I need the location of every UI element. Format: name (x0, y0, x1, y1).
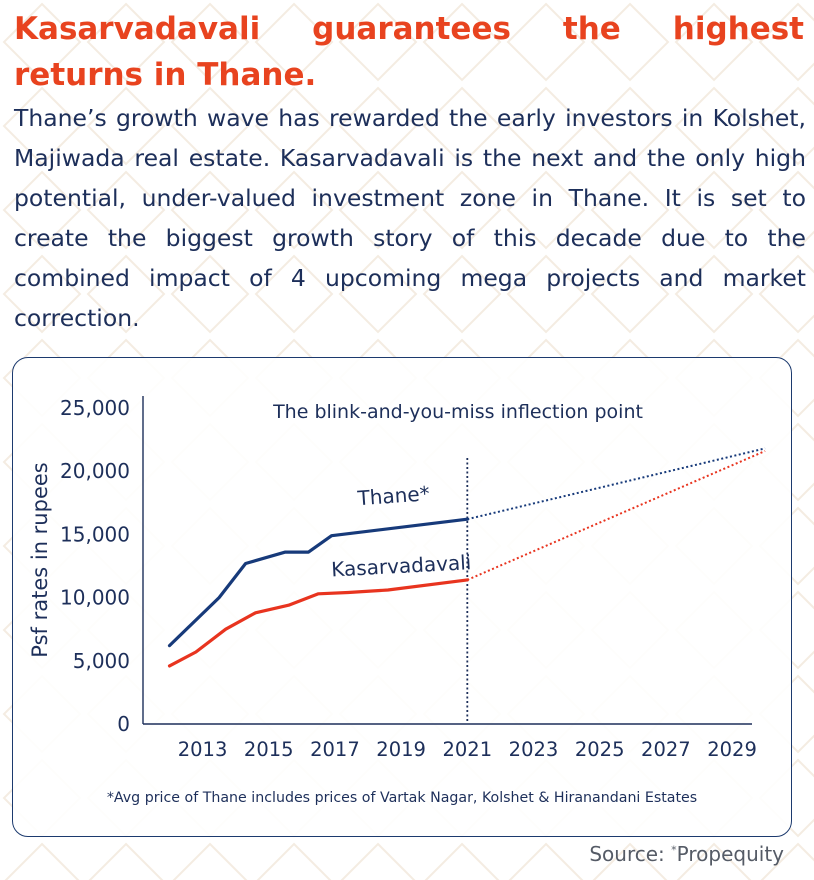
series-label: Thane* (356, 481, 431, 510)
y-tick-label: 10,000 (60, 586, 130, 610)
y-tick-label: 5,000 (73, 649, 130, 673)
source-mark: * (671, 843, 677, 857)
series-line-projection (467, 447, 766, 521)
source-label: Source: (589, 842, 672, 866)
series-line-actual (167, 578, 469, 668)
x-tick-label: 2021 (442, 738, 492, 761)
chart-footnote: *Avg price of Thane includes prices of V… (107, 790, 697, 806)
source-name: Propequity (676, 842, 784, 866)
page-title: Kasarvadavali guarantees the highest ret… (14, 11, 804, 93)
series-line-actual (167, 517, 469, 648)
y-tick-label: 0 (117, 712, 130, 736)
x-tick-label: 2029 (707, 738, 757, 761)
y-tick-label: 15,000 (60, 522, 130, 546)
inflection-label: The blink-and-you-miss inflection point (272, 401, 643, 423)
x-tick-label: 2015 (244, 738, 294, 761)
intro-paragraph: Thane’s growth wave has rewarded the ear… (14, 104, 806, 332)
x-tick-label: 2023 (509, 738, 559, 761)
y-axis-label: Psf rates in rupees (28, 462, 52, 657)
x-tick-label: 2013 (178, 738, 228, 761)
source-credit: Source: *Propequity (589, 842, 784, 866)
x-tick-label: 2017 (310, 738, 360, 761)
chart-card (12, 357, 792, 837)
x-tick-label: 2025 (575, 738, 625, 761)
y-tick-label: 25,000 (60, 396, 130, 420)
series-label: Kasarvadavali (331, 550, 472, 581)
x-tick-label: 2027 (641, 738, 691, 761)
x-tick-label: 2019 (376, 738, 426, 761)
y-tick-label: 20,000 (60, 459, 130, 483)
series-line-projection (466, 450, 766, 581)
